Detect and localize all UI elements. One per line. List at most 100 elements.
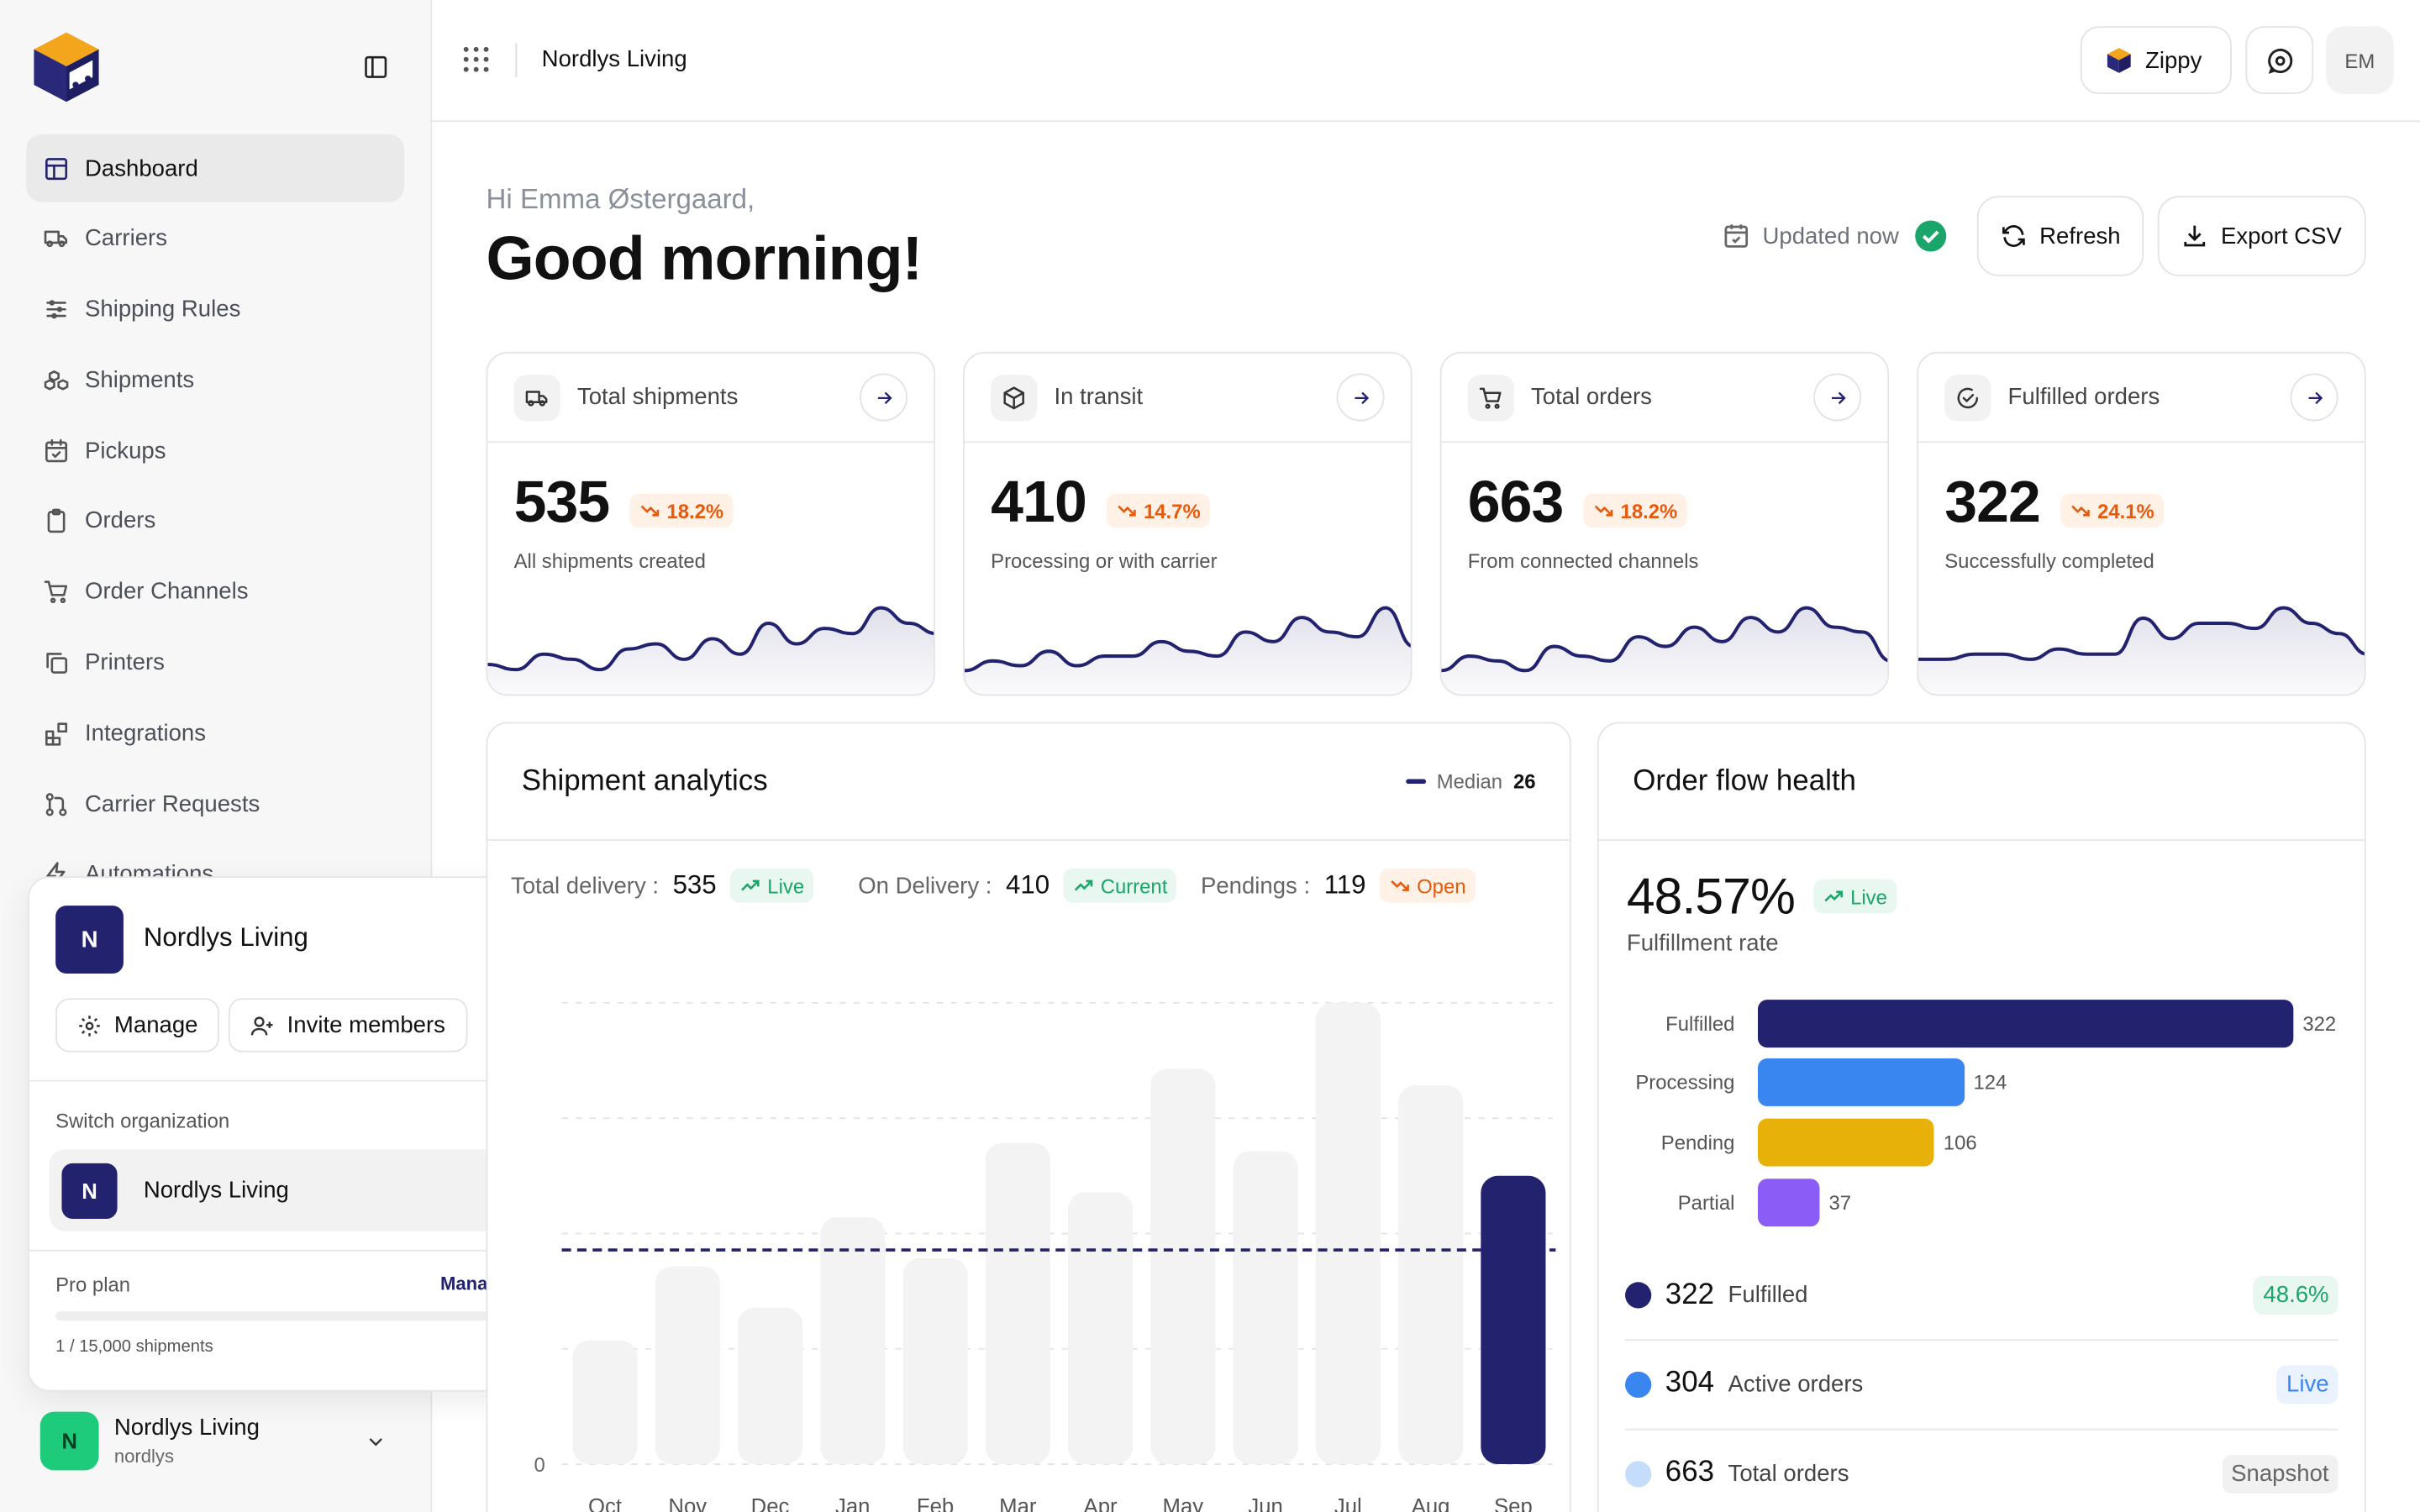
- stat-change-badge: 14.7%: [1106, 493, 1210, 528]
- sidebar-item-dashboard[interactable]: Dashboard: [26, 134, 405, 202]
- stat-open-button[interactable]: [860, 373, 908, 422]
- sidebar-item-carriers[interactable]: Carriers: [26, 205, 404, 273]
- metric-badge-label: Current: [1100, 874, 1168, 898]
- bar-aug[interactable]: [1398, 1084, 1464, 1465]
- card-title: Shipment analytics: [521, 764, 768, 797]
- bar-jan[interactable]: [820, 1216, 886, 1465]
- export-label: Export CSV: [2221, 223, 2342, 249]
- truck-icon: [44, 231, 68, 248]
- median-label: Median: [1436, 769, 1503, 794]
- status-bar-row[interactable]: Pending 106: [1599, 1117, 2365, 1167]
- bar-feb[interactable]: [902, 1257, 968, 1465]
- arrow-right-icon: [1354, 391, 1369, 404]
- sidebar-toggle-icon[interactable]: [358, 50, 392, 83]
- stat-value: 663: [1467, 470, 1565, 536]
- trending-down-icon: [1391, 879, 1409, 891]
- stat-label: Total shipments: [576, 384, 739, 411]
- page-title: Good morning!: [486, 225, 923, 293]
- sidebar-item-carrier-requests[interactable]: Carrier Requests: [26, 770, 404, 838]
- bar-jul[interactable]: [1315, 1002, 1381, 1465]
- sidebar-item-shipments[interactable]: Shipments: [26, 346, 404, 414]
- sparkline: [964, 606, 1411, 695]
- trending-down-icon: [2071, 505, 2090, 517]
- status-bar: [1758, 1058, 1965, 1107]
- status-bar: [1758, 1178, 1820, 1226]
- greeting: Hi Emma Østergaard,: [486, 183, 755, 215]
- brand-switcher-button[interactable]: Zippy: [2080, 26, 2232, 95]
- status-bar-row[interactable]: Processing 124: [1599, 1058, 2365, 1107]
- manage-label: Manage: [113, 1011, 198, 1039]
- switch-org-item[interactable]: N Nordlys Living: [49, 1149, 544, 1231]
- y-tick-label: 0: [534, 1454, 544, 1477]
- sidebar-item-order-channels[interactable]: Order Channels: [26, 558, 404, 626]
- status-bar-row[interactable]: Fulfilled 322: [1599, 998, 2365, 1047]
- bar-apr[interactable]: [1067, 1192, 1134, 1465]
- updated-label: Updated now: [1762, 223, 1899, 249]
- fulfillment-rate-label: Fulfillment rate: [1626, 930, 1779, 957]
- chat-button[interactable]: [2245, 26, 2314, 95]
- sidebar-item-shipping-rules[interactable]: Shipping Rules: [26, 276, 404, 344]
- metric-badge: Live: [730, 869, 814, 903]
- message-circle-icon: [2267, 48, 2292, 74]
- apps-grid-icon[interactable]: [463, 46, 489, 72]
- org-avatar: N: [55, 906, 124, 974]
- calendar-check-icon: [45, 438, 68, 462]
- refresh-button[interactable]: Refresh: [1976, 196, 2144, 276]
- status-bar-value: 106: [1943, 1131, 1977, 1154]
- breadcrumb-org[interactable]: Nordlys Living: [541, 46, 687, 73]
- zippy-logo[interactable]: [28, 28, 105, 105]
- trending-up-icon: [1824, 890, 1843, 902]
- sidebar-item-label: Carriers: [85, 225, 167, 252]
- sparkline-area: [1918, 607, 2365, 695]
- summary-tag: Snapshot: [2222, 1454, 2338, 1494]
- bar-nov[interactable]: [655, 1266, 720, 1465]
- bar-sep[interactable]: [1481, 1175, 1546, 1465]
- stat-change-badge: 24.1%: [2060, 493, 2164, 528]
- boxes-icon: [44, 370, 69, 391]
- order-summary-row: 322 Fulfilled 48.6%: [1625, 1252, 2338, 1341]
- sidebar-item-orders[interactable]: Orders: [26, 487, 404, 555]
- sidebar-item-label: Integrations: [85, 720, 206, 747]
- live-badge: Live: [1813, 879, 1897, 914]
- metric-value: 119: [1323, 869, 1366, 900]
- org-avatar: N: [61, 1162, 118, 1219]
- bar-jun[interactable]: [1233, 1151, 1298, 1465]
- stat-label: Fulfilled orders: [2007, 384, 2160, 411]
- calendar-check-icon: [1724, 224, 1749, 248]
- stat-icon-box: [991, 374, 1038, 421]
- bar-mar[interactable]: [985, 1142, 1050, 1465]
- organization-popover: N Nordlys Living Manage Invite members S…: [28, 876, 564, 1392]
- stat-change: 18.2%: [666, 499, 724, 522]
- trending-up-icon: [1074, 879, 1093, 891]
- org-switcher[interactable]: N Nordlys Living nordlys: [28, 1396, 406, 1486]
- summary-tag: 48.6%: [2254, 1275, 2338, 1315]
- user-avatar[interactable]: EM: [2325, 26, 2394, 95]
- chevron-down-icon: [369, 1437, 382, 1446]
- stat-icon-box: [1467, 374, 1514, 421]
- stat-open-button[interactable]: [1336, 373, 1385, 422]
- stat-open-button[interactable]: [2290, 373, 2338, 422]
- status-bar-row[interactable]: Partial 37: [1599, 1178, 2365, 1227]
- metric-badge-label: Live: [767, 874, 805, 898]
- manage-org-button[interactable]: Manage: [55, 998, 220, 1053]
- sidebar-item-pickups[interactable]: Pickups: [26, 417, 404, 485]
- bar-oct[interactable]: [572, 1340, 638, 1465]
- arrow-right-icon: [1831, 391, 1845, 404]
- bar-may[interactable]: [1150, 1068, 1216, 1465]
- sidebar-item-integrations[interactable]: Integrations: [26, 700, 404, 768]
- usage-progress: [55, 1311, 536, 1321]
- stat-label: In transit: [1054, 384, 1144, 411]
- sparkline-line: [487, 606, 934, 672]
- sparkline-area: [964, 607, 1411, 695]
- stat-description: Successfully completed: [1944, 549, 2154, 573]
- switch-org-name: Nordlys Living: [143, 1177, 289, 1204]
- x-tick-label: Jan: [835, 1495, 870, 1512]
- export-csv-button[interactable]: Export CSV: [2157, 196, 2366, 276]
- stat-open-button[interactable]: [1813, 373, 1862, 422]
- zippy-logo-icon: [2107, 48, 2131, 73]
- invite-members-button[interactable]: Invite members: [228, 998, 467, 1053]
- cart-icon: [44, 580, 68, 604]
- sparkline: [487, 606, 934, 695]
- sidebar-item-printers[interactable]: Printers: [26, 629, 404, 697]
- bar-dec[interactable]: [737, 1307, 803, 1465]
